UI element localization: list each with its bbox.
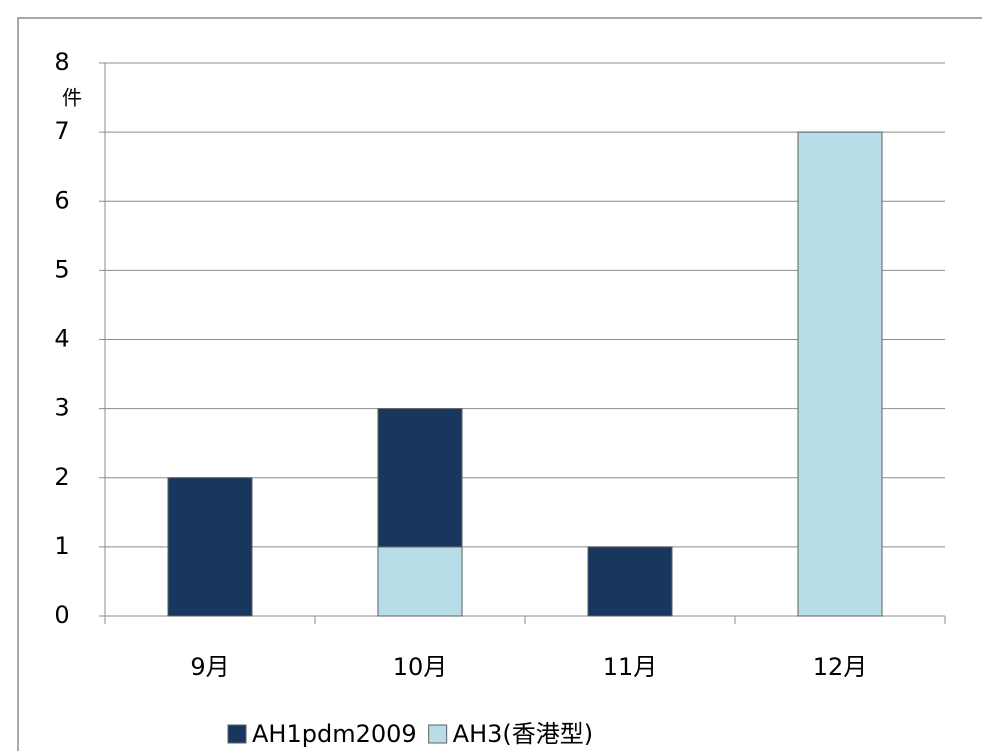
- y-tick-label: 6: [54, 186, 69, 214]
- y-tick-label: 1: [54, 532, 69, 560]
- legend-swatch: [227, 724, 247, 744]
- y-tick-label: 7: [54, 117, 69, 145]
- y-tick-label: 8: [54, 48, 69, 76]
- x-tick-label: 9月: [190, 653, 229, 681]
- bar-segment: [587, 546, 673, 617]
- y-axis-label: 件: [62, 86, 82, 110]
- legend-label: AH1pdm2009: [252, 720, 417, 748]
- x-tick-label: 10月: [393, 653, 448, 681]
- x-tick-label: 11月: [603, 653, 658, 681]
- y-tick-label: 5: [54, 255, 69, 283]
- bar-segment: [167, 477, 253, 617]
- bar-segment: [377, 546, 463, 617]
- legend-label: AH3(香港型): [453, 720, 593, 748]
- y-tick-label: 2: [54, 463, 69, 491]
- y-tick-label: 3: [54, 394, 69, 422]
- bar-segment: [377, 408, 463, 548]
- legend-swatch: [428, 724, 448, 744]
- y-tick-label: 4: [54, 325, 69, 353]
- x-tick-label: 12月: [813, 653, 868, 681]
- bar-segment: [797, 131, 883, 617]
- y-tick-label: 0: [54, 601, 69, 629]
